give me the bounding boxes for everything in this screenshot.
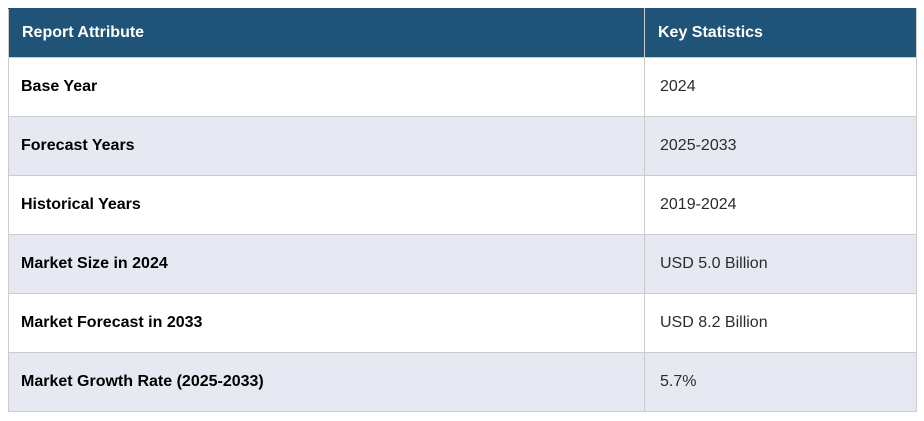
attribute-cell: Market Forecast in 2033: [8, 293, 645, 353]
report-summary-table: Report Attribute Key Statistics Base Yea…: [8, 8, 917, 412]
attribute-cell: Historical Years: [8, 175, 645, 235]
value-cell: 2019-2024: [644, 175, 917, 235]
attribute-cell: Forecast Years: [8, 116, 645, 176]
value-cell: USD 5.0 Billion: [644, 234, 917, 294]
attribute-cell: Market Growth Rate (2025-2033): [8, 352, 645, 412]
value-cell: 2024: [644, 57, 917, 117]
value-cell: USD 8.2 Billion: [644, 293, 917, 353]
table-header-row: Report Attribute Key Statistics: [8, 8, 917, 58]
table-row-forecast-years: Forecast Years 2025-2033: [8, 116, 917, 176]
column-header-key-statistics: Key Statistics: [644, 8, 917, 58]
table-row-market-size: Market Size in 2024 USD 5.0 Billion: [8, 234, 917, 294]
attribute-cell: Market Size in 2024: [8, 234, 645, 294]
table-row-market-growth-rate: Market Growth Rate (2025-2033) 5.7%: [8, 352, 917, 412]
attribute-cell: Base Year: [8, 57, 645, 117]
value-cell: 5.7%: [644, 352, 917, 412]
table-row-historical-years: Historical Years 2019-2024: [8, 175, 917, 235]
table-row-base-year: Base Year 2024: [8, 57, 917, 117]
table-row-market-forecast: Market Forecast in 2033 USD 8.2 Billion: [8, 293, 917, 353]
column-header-report-attribute: Report Attribute: [8, 8, 645, 58]
value-cell: 2025-2033: [644, 116, 917, 176]
